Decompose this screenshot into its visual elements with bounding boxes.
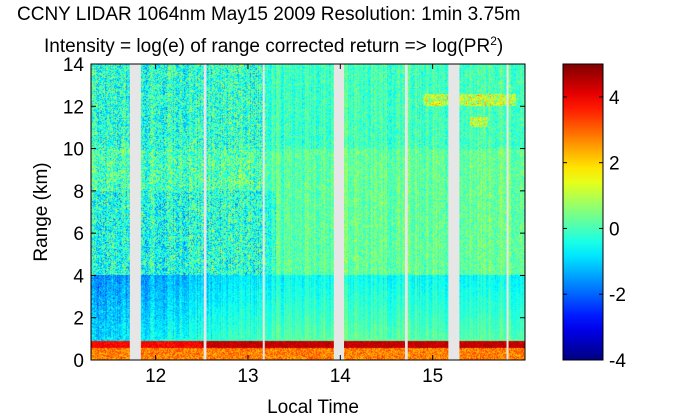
x-tick-label: 14: [330, 366, 352, 387]
y-tick-label: 10: [63, 140, 84, 161]
y-tick-label: 14: [63, 55, 85, 76]
data-gap-4: [404, 64, 408, 360]
data-gap-2: [262, 64, 265, 360]
subtitle-superscript: 2: [490, 34, 497, 48]
heatmap-plot: [91, 64, 525, 360]
data-gap-0: [129, 64, 141, 360]
colorbar-gradient: [562, 63, 604, 361]
y-tick-label: 2: [73, 309, 84, 330]
data-gap-6: [506, 64, 509, 360]
y-tick-label: 12: [63, 97, 84, 118]
x-tick-label: 13: [237, 366, 258, 387]
colorbar-tick-label: -4: [609, 351, 626, 372]
data-gap-5: [448, 64, 460, 360]
subtitle-end: ): [496, 36, 504, 57]
chart-subtitle: Intensity = log(e) of range corrected re…: [44, 30, 700, 58]
heatmap-image: [91, 64, 525, 360]
plot-frame: [90, 63, 526, 361]
x-axis-label: Local Time: [267, 397, 359, 418]
plot-axes: 12 13 14 15 0 2 4 6 8 10 12 14 Local Time Range (km): [31, 55, 526, 418]
colorbar-tick-label: 0: [609, 219, 620, 240]
colorbar: -4 -2 0 2 4: [562, 63, 626, 372]
colorbar-tick-label: 2: [609, 154, 620, 175]
y-axis-label: Range (km): [31, 162, 52, 261]
colorbar-tick-label: -2: [609, 285, 626, 306]
colorbar-tick-label: 4: [609, 88, 620, 109]
data-gap-3: [333, 64, 345, 360]
x-tick-label: 12: [145, 366, 166, 387]
y-tick-label: 4: [73, 266, 84, 287]
y-tick-label: 8: [73, 182, 84, 203]
subtitle-main: Intensity = log(e) of range corrected re…: [44, 36, 491, 57]
data-gap-1: [203, 64, 207, 360]
x-tick-label: 15: [422, 366, 443, 387]
chart-title: CCNY LIDAR 1064nm May15 2009 Resolution:…: [17, 4, 521, 25]
y-tick-label: 6: [73, 224, 84, 245]
y-tick-label: 0: [73, 351, 84, 372]
